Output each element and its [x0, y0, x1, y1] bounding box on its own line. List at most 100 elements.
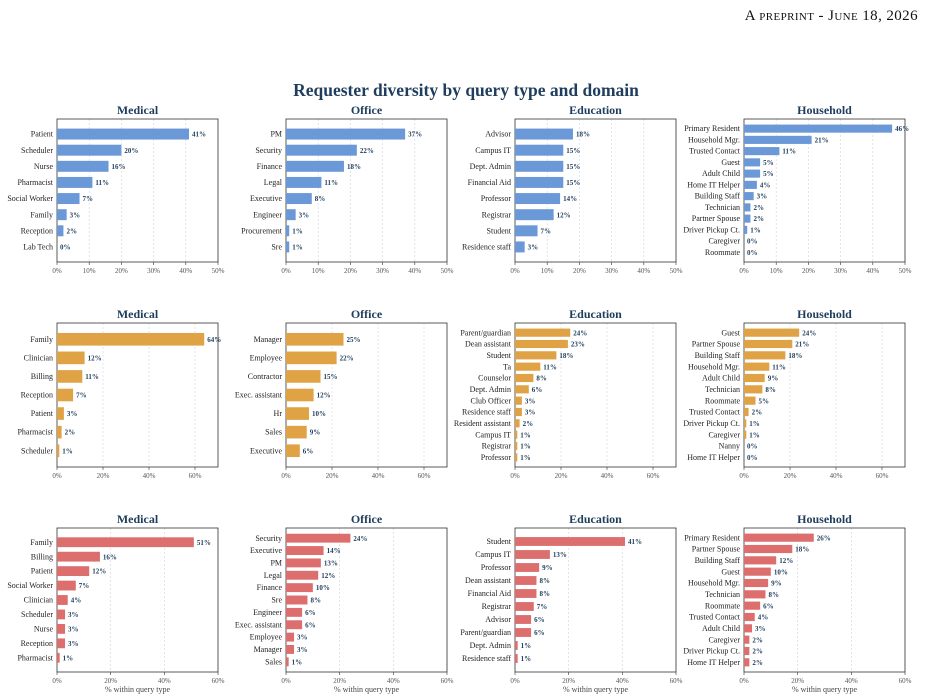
- bar: [744, 407, 749, 417]
- category-label: Roommate: [705, 396, 741, 405]
- category-label: Dept. Admin: [470, 641, 511, 650]
- bar: [515, 351, 557, 360]
- x-tick-label: 10%: [541, 267, 554, 275]
- value-label: 11%: [85, 373, 99, 381]
- category-label: Financial Aid: [468, 589, 511, 598]
- value-label: 18%: [559, 352, 573, 360]
- category-label: Registrar: [482, 442, 512, 451]
- x-tick-label: 40%: [601, 472, 614, 480]
- bar: [286, 645, 295, 654]
- bar: [744, 612, 755, 622]
- category-label: Campus IT: [475, 146, 511, 155]
- bar: [515, 615, 532, 624]
- category-label: Family: [30, 538, 53, 547]
- bar: [286, 444, 300, 458]
- bar: [515, 328, 571, 337]
- bar: [515, 373, 534, 383]
- category-label: Scheduler: [21, 610, 53, 619]
- x-tick-label: 40%: [372, 472, 385, 480]
- x-tick-label: 50%: [899, 267, 912, 275]
- value-label: 8%: [315, 195, 326, 203]
- x-tick-label: 0%: [52, 677, 62, 685]
- category-label: Professor: [481, 194, 512, 203]
- bar: [515, 419, 520, 428]
- value-label: 25%: [347, 336, 361, 344]
- value-label: 11%: [324, 179, 338, 187]
- x-tick-label: 40%: [616, 677, 629, 685]
- category-label: Adult Child: [702, 624, 740, 633]
- value-label: 2%: [65, 429, 76, 437]
- category-label: Dean assistant: [465, 340, 512, 349]
- bar: [744, 624, 753, 633]
- value-label: 3%: [299, 211, 310, 219]
- value-label: 41%: [192, 131, 206, 139]
- category-label: Family: [30, 210, 53, 219]
- category-label: Registrar: [482, 602, 512, 611]
- value-label: 16%: [112, 163, 126, 171]
- bar: [286, 225, 290, 237]
- bar: [515, 441, 518, 451]
- category-label: Caregiver: [708, 237, 740, 246]
- category-label: PM: [270, 559, 282, 568]
- category-label: Social Worker: [7, 581, 53, 590]
- value-label: 0%: [747, 238, 758, 246]
- x-axis-label: % within query type: [334, 685, 400, 694]
- x-tick-label: 20%: [326, 472, 339, 480]
- bar: [57, 609, 66, 620]
- x-tick-label: 30%: [147, 267, 160, 275]
- value-label: 14%: [563, 195, 577, 203]
- category-label: Roommate: [705, 601, 741, 610]
- bar: [286, 144, 357, 156]
- bar: [744, 214, 751, 223]
- bar: [57, 128, 190, 140]
- x-tick-label: 10%: [312, 267, 325, 275]
- value-label: 6%: [532, 386, 543, 394]
- plot-frame: [743, 322, 906, 468]
- x-tick-label: 0%: [510, 267, 520, 275]
- value-label: 8%: [765, 386, 776, 394]
- value-label: 3%: [68, 640, 79, 648]
- value-label: 3%: [528, 244, 539, 252]
- bar: [515, 209, 554, 221]
- value-label: 9%: [768, 375, 779, 383]
- bar: [515, 602, 534, 611]
- x-tick-label: 20%: [562, 677, 575, 685]
- bar: [286, 546, 324, 555]
- category-label: Reception: [21, 639, 53, 648]
- bar: [57, 332, 205, 346]
- bar: [286, 370, 321, 383]
- category-label: Home IT Helper: [687, 180, 740, 189]
- bar: [57, 193, 80, 205]
- category-label: Reception: [21, 391, 53, 400]
- bar: [57, 209, 67, 221]
- bar: [744, 646, 750, 656]
- bar: [744, 601, 761, 610]
- x-tick-label: 40%: [866, 267, 879, 275]
- page-header: A preprint - June 18, 2026: [744, 8, 918, 24]
- value-label: 21%: [815, 136, 829, 144]
- panel-title: Medical: [117, 512, 159, 526]
- category-label: Finance: [257, 162, 283, 171]
- bar: [744, 373, 765, 383]
- category-label: PM: [270, 130, 282, 139]
- value-label: 18%: [576, 131, 590, 139]
- bar: [286, 632, 295, 642]
- value-label: 3%: [67, 410, 78, 418]
- bar: [286, 558, 321, 568]
- bar: [515, 589, 537, 598]
- value-label: 15%: [566, 147, 580, 155]
- bar: [744, 203, 751, 212]
- category-label: Household Mgr.: [688, 362, 740, 371]
- category-label: Manager: [254, 645, 283, 654]
- panel-title: Medical: [117, 307, 159, 321]
- value-label: 1%: [749, 431, 760, 439]
- x-tick-label: 0%: [281, 677, 291, 685]
- value-label: 1%: [749, 420, 760, 428]
- value-label: 13%: [324, 560, 338, 568]
- category-label: Clinician: [24, 353, 53, 362]
- category-label: Engineer: [253, 210, 282, 219]
- panel-title: Household: [797, 307, 852, 321]
- category-label: Club Officer: [470, 396, 511, 405]
- bar: [744, 385, 763, 394]
- bar: [57, 537, 194, 548]
